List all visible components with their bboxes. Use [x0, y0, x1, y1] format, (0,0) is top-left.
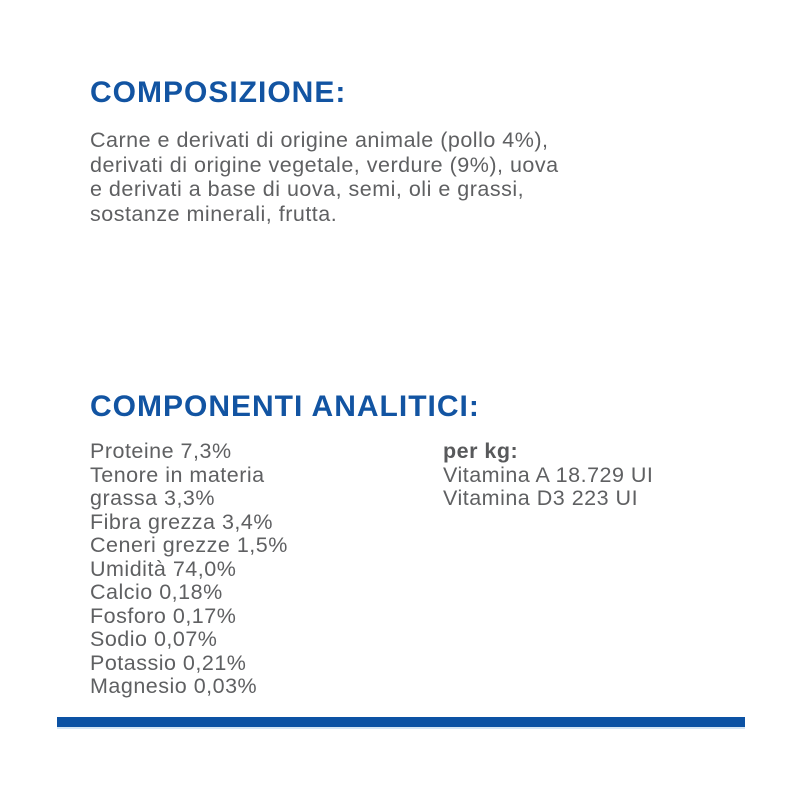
- composition-paragraph: Carne e derivati di origine animale (pol…: [90, 128, 690, 226]
- analytical-line: Tenore in materia: [90, 462, 265, 487]
- composition-line: Carne e derivati di origine animale (pol…: [90, 128, 549, 152]
- analytical-line: Fibra grezza 3,4%: [90, 509, 273, 534]
- vitamin-line: Vitamina A 18.729 UI: [443, 462, 654, 487]
- analytical-line: Sodio 0,07%: [90, 627, 218, 651]
- vitamin-line: Vitamina D3 223 UI: [443, 486, 639, 510]
- analytical-line: Calcio 0,18%: [90, 580, 223, 604]
- per-kg-column: per kg: Vitamina A 18.729 UI Vitamina D3…: [443, 439, 743, 511]
- analytical-components-list: Proteine 7,3% Tenore in materia grassa 3…: [90, 439, 420, 699]
- analytical-components-heading: COMPONENTI ANALITICI:: [90, 390, 480, 423]
- divider-bar: [57, 717, 745, 729]
- analytical-line: grassa 3,3%: [90, 486, 216, 510]
- analytical-line: Ceneri grezze 1,5%: [90, 533, 288, 557]
- analytical-line: Proteine 7,3%: [90, 439, 232, 463]
- composition-line: derivati di origine vegetale, verdure (9…: [90, 152, 559, 177]
- analytical-line: Magnesio 0,03%: [90, 674, 258, 698]
- analytical-line: Umidità 74,0%: [90, 556, 237, 581]
- analytical-line: Fosforo 0,17%: [90, 603, 237, 628]
- composition-heading: COMPOSIZIONE:: [90, 76, 347, 109]
- composition-line: sostanze minerali, frutta.: [90, 201, 338, 226]
- per-kg-label: per kg:: [443, 439, 519, 463]
- composition-line: e derivati a base di uova, semi, oli e g…: [90, 177, 525, 201]
- analytical-line: Potassio 0,21%: [90, 650, 247, 675]
